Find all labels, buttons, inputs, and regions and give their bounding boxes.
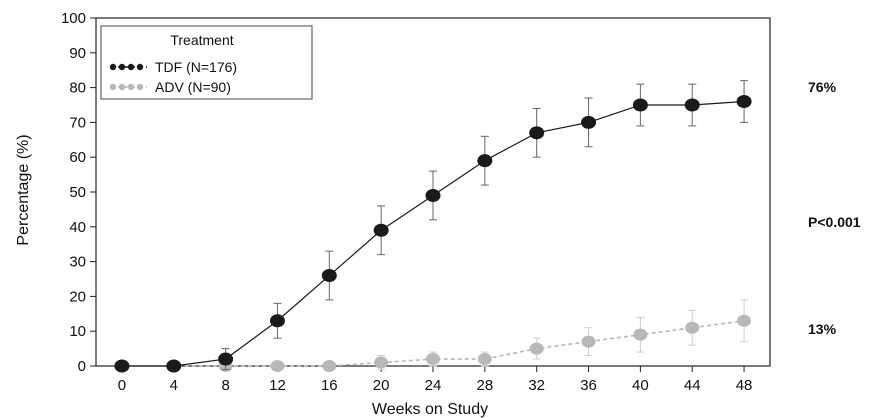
y-tick-label: 30 xyxy=(69,254,86,271)
data-point-tdf xyxy=(270,314,285,327)
y-axis-title: Percentage (%) xyxy=(15,134,32,245)
legend-marker-tdf xyxy=(128,64,134,70)
data-point-tdf xyxy=(737,95,752,108)
x-tick-label: 48 xyxy=(736,377,753,394)
x-tick-label: 8 xyxy=(221,377,229,394)
x-tick-label: 20 xyxy=(373,377,390,394)
data-point-adv xyxy=(426,353,440,365)
y-tick-label: 20 xyxy=(69,288,86,305)
y-tick-label: 10 xyxy=(69,323,86,340)
data-point-adv xyxy=(374,357,388,369)
data-point-adv xyxy=(322,360,336,372)
data-point-adv xyxy=(737,315,751,327)
data-point-tdf xyxy=(426,189,441,202)
x-tick-label: 28 xyxy=(477,377,494,394)
series-line-tdf xyxy=(122,102,744,366)
y-tick-label: 50 xyxy=(69,184,86,201)
y-tick-label: 80 xyxy=(69,80,86,97)
legend-label-tdf: TDF (N=176) xyxy=(155,59,237,75)
legend-marker-adv xyxy=(137,84,143,90)
legend-marker-tdf xyxy=(119,64,125,70)
legend: Treatment TDF (N=176) ADV (N=90) xyxy=(101,26,312,99)
x-axis-title: Weeks on Study xyxy=(372,401,488,418)
y-tick-label: 0 xyxy=(78,358,86,375)
data-point-tdf xyxy=(166,360,181,373)
legend-marker-adv xyxy=(119,84,125,90)
y-tick-label: 70 xyxy=(69,114,86,131)
x-tick-label: 16 xyxy=(321,377,338,394)
data-point-tdf xyxy=(477,154,492,167)
x-tick-label: 32 xyxy=(528,377,545,394)
annotation-tdf-final: 76% xyxy=(808,79,837,95)
legend-marker-adv xyxy=(128,84,134,90)
data-point-tdf xyxy=(581,116,596,129)
data-point-tdf xyxy=(218,353,233,366)
x-tick-label: 24 xyxy=(425,377,442,394)
y-tick-label: 40 xyxy=(69,219,86,236)
legend-marker-adv xyxy=(110,84,116,90)
x-tick-label: 36 xyxy=(580,377,597,394)
y-axis: 0 10 20 30 40 50 60 70 80 90 100 xyxy=(61,10,96,375)
data-point-tdf xyxy=(633,99,648,112)
data-point-tdf xyxy=(322,269,337,282)
data-point-adv xyxy=(530,343,544,355)
x-tick-label: 4 xyxy=(170,377,178,394)
y-tick-label: 100 xyxy=(61,10,86,27)
x-tick-label: 40 xyxy=(632,377,649,394)
annotation-adv-final: 13% xyxy=(808,321,837,337)
legend-label-adv: ADV (N=90) xyxy=(155,79,231,95)
data-point-tdf xyxy=(114,360,129,373)
y-tick-label: 90 xyxy=(69,45,86,62)
legend-marker-tdf xyxy=(110,64,116,70)
data-point-adv xyxy=(582,336,596,348)
y-tick-label: 60 xyxy=(69,149,86,166)
data-point-tdf xyxy=(685,99,700,112)
x-tick-label: 0 xyxy=(118,377,126,394)
x-tick-label: 12 xyxy=(269,377,286,394)
data-point-adv xyxy=(633,329,647,341)
series-layer xyxy=(114,81,751,373)
data-point-adv xyxy=(270,360,284,372)
data-point-tdf xyxy=(529,126,544,139)
data-point-adv xyxy=(685,322,699,334)
series-tdf xyxy=(114,81,751,373)
x-tick-label: 44 xyxy=(684,377,701,394)
data-point-tdf xyxy=(374,224,389,237)
legend-title: Treatment xyxy=(170,32,233,48)
legend-marker-tdf xyxy=(137,64,143,70)
annotation-p-value: P<0.001 xyxy=(808,214,861,230)
x-axis: 0 4 8 12 16 20 24 28 32 36 40 44 48 xyxy=(118,366,753,394)
data-point-adv xyxy=(478,353,492,365)
